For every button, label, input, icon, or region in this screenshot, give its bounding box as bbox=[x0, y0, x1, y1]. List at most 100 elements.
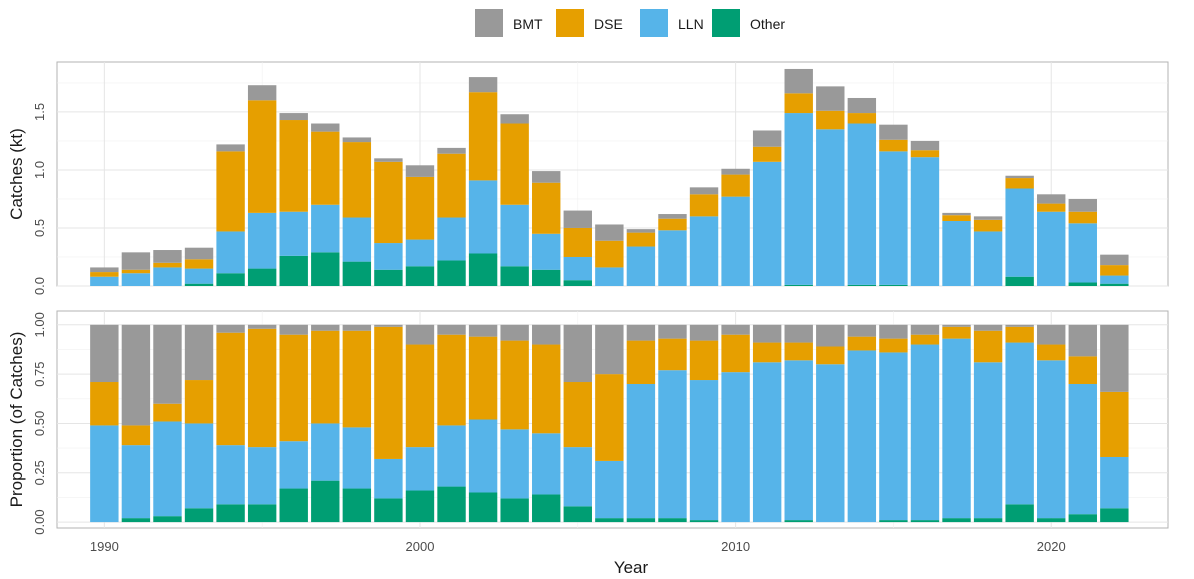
bar-lln-2012 bbox=[784, 360, 813, 521]
bar-lln-2011 bbox=[752, 362, 782, 523]
catches-panel: 0.0 0.5 1.0 1.5 Catches (kt) bbox=[7, 61, 1169, 295]
legend-label-dse: DSE bbox=[594, 16, 623, 32]
bar-dse-2002 bbox=[468, 336, 498, 420]
bar-lln-1998 bbox=[342, 217, 372, 262]
bar-dse-1999 bbox=[374, 326, 403, 459]
bar-other-1999 bbox=[374, 498, 403, 523]
bar-bmt-2019 bbox=[1005, 324, 1034, 327]
bar-lln-1990 bbox=[90, 276, 119, 286]
bar-lln-1991 bbox=[121, 445, 151, 519]
bar-other-2020 bbox=[1037, 518, 1066, 523]
bar-lln-2006 bbox=[595, 460, 624, 519]
bar-dse-1997 bbox=[311, 131, 340, 205]
bar-lln-2011 bbox=[752, 161, 782, 286]
bar-bmt-2021 bbox=[1068, 198, 1097, 212]
bar-dse-1990 bbox=[90, 272, 119, 277]
bar-bmt-2016 bbox=[910, 140, 940, 151]
bar-dse-2000 bbox=[405, 176, 435, 240]
bar-dse-2006 bbox=[595, 240, 624, 268]
bar-other-2017 bbox=[942, 518, 971, 523]
bar-bmt-2001 bbox=[437, 324, 466, 335]
bar-other-1993 bbox=[184, 508, 214, 523]
bar-other-2022 bbox=[1100, 283, 1129, 286]
bar-other-2000 bbox=[405, 490, 435, 523]
bar-lln-2020 bbox=[1037, 360, 1066, 519]
bar-lln-1990 bbox=[90, 425, 119, 523]
bar-dse-2005 bbox=[563, 382, 592, 448]
bar-other-1993 bbox=[184, 283, 214, 286]
bar-other-2006 bbox=[595, 518, 624, 523]
bar-dse-1996 bbox=[279, 120, 308, 212]
bar-lln-1999 bbox=[374, 458, 403, 499]
bar-dse-2014 bbox=[847, 336, 877, 351]
bar-dse-1990 bbox=[90, 382, 119, 426]
bar-lln-2008 bbox=[658, 230, 687, 286]
bar-dse-2021 bbox=[1068, 356, 1097, 384]
bar-other-1999 bbox=[374, 269, 403, 286]
y-tick-label: 1.0 bbox=[32, 161, 47, 179]
bar-other-1998 bbox=[342, 261, 372, 286]
bar-dse-2012 bbox=[784, 93, 813, 114]
bar-bmt-2004 bbox=[532, 324, 561, 345]
bar-bmt-1995 bbox=[247, 85, 277, 101]
bar-bmt-1993 bbox=[184, 247, 214, 260]
bar-other-1992 bbox=[153, 516, 182, 523]
bar-lln-2000 bbox=[405, 239, 435, 267]
bar-bmt-2001 bbox=[437, 147, 466, 154]
bar-lln-2008 bbox=[658, 370, 687, 519]
bar-lln-1997 bbox=[311, 423, 340, 481]
bar-bmt-2016 bbox=[910, 324, 940, 335]
bar-lln-2018 bbox=[973, 231, 1003, 286]
bar-dse-2016 bbox=[910, 150, 940, 158]
bar-bmt-2015 bbox=[879, 124, 908, 140]
bar-other-2003 bbox=[500, 498, 529, 523]
bar-dse-2003 bbox=[500, 340, 529, 430]
bar-lln-2021 bbox=[1068, 383, 1097, 515]
legend-key-bmt bbox=[475, 9, 503, 37]
bar-bmt-2005 bbox=[563, 210, 592, 228]
bar-other-2021 bbox=[1068, 282, 1097, 286]
bar-bmt-2022 bbox=[1100, 324, 1129, 392]
bar-bmt-2003 bbox=[500, 114, 529, 124]
bar-dse-1997 bbox=[311, 330, 340, 424]
bar-bmt-1990 bbox=[90, 267, 119, 273]
bar-bmt-1998 bbox=[342, 324, 372, 331]
bar-lln-1994 bbox=[216, 445, 245, 505]
bar-bmt-2021 bbox=[1068, 324, 1097, 357]
bar-other-1997 bbox=[311, 480, 340, 523]
bar-dse-1999 bbox=[374, 161, 403, 244]
bar-lln-2004 bbox=[532, 233, 561, 270]
x-tick-label: 1990 bbox=[90, 539, 119, 554]
y-axis-title: Catches (kt) bbox=[7, 128, 26, 220]
bar-bmt-2020 bbox=[1037, 194, 1066, 204]
bar-dse-1993 bbox=[184, 380, 214, 424]
bar-dse-1994 bbox=[216, 332, 245, 446]
bar-lln-1997 bbox=[311, 204, 340, 253]
bar-bmt-2018 bbox=[973, 324, 1003, 331]
bar-dse-2009 bbox=[689, 340, 719, 381]
bar-other-2012 bbox=[784, 520, 813, 523]
bar-other-2004 bbox=[532, 494, 561, 523]
bar-dse-2003 bbox=[500, 123, 529, 205]
y-tick-label: 1.5 bbox=[32, 103, 47, 121]
bar-other-2019 bbox=[1005, 504, 1034, 523]
bar-dse-2011 bbox=[752, 146, 782, 162]
bar-bmt-2012 bbox=[784, 324, 813, 343]
bar-bmt-2009 bbox=[689, 324, 719, 341]
bar-lln-2009 bbox=[689, 380, 719, 521]
bar-bmt-2007 bbox=[626, 324, 656, 341]
bar-bmt-2014 bbox=[847, 324, 877, 337]
bar-dse-2014 bbox=[847, 113, 877, 124]
bar-bmt-2015 bbox=[879, 324, 908, 339]
x-tick-label: 2000 bbox=[406, 539, 435, 554]
bar-bmt-2007 bbox=[626, 229, 656, 233]
bar-lln-2019 bbox=[1005, 188, 1034, 277]
y-axis-title: Proportion (of Catches) bbox=[7, 332, 26, 508]
bar-dse-2020 bbox=[1037, 203, 1066, 212]
bar-other-2015 bbox=[879, 520, 908, 523]
bar-lln-2010 bbox=[721, 196, 750, 286]
bar-other-2009 bbox=[689, 520, 719, 523]
bar-lln-2016 bbox=[910, 157, 940, 286]
bar-other-1991 bbox=[121, 518, 151, 523]
